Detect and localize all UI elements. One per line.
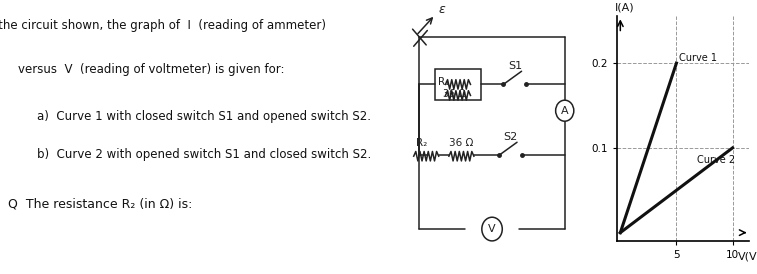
Text: 36 Ω: 36 Ω <box>444 89 466 99</box>
Text: versus  V  (reading of voltmeter) is given for:: versus V (reading of voltmeter) is given… <box>18 63 285 76</box>
Circle shape <box>556 100 574 121</box>
Text: I(A): I(A) <box>615 2 634 12</box>
Text: V(V): V(V) <box>738 251 757 261</box>
Circle shape <box>482 217 503 241</box>
Text: R₁: R₁ <box>438 77 450 87</box>
Text: V: V <box>488 224 496 234</box>
Text: Curve 2: Curve 2 <box>696 155 735 165</box>
Text: b)  Curve 2 with opened switch S1 and closed switch S2.: b) Curve 2 with opened switch S1 and clo… <box>37 148 371 161</box>
Text: Q  The resistance R₂ (in Ω) is:: Q The resistance R₂ (in Ω) is: <box>8 197 192 210</box>
Text: S1: S1 <box>508 61 522 71</box>
Text: 36 Ω: 36 Ω <box>449 138 473 148</box>
Text: A: A <box>561 106 569 116</box>
Text: R₂: R₂ <box>416 138 427 148</box>
Bar <box>435 68 481 100</box>
Text: a)  Curve 1 with closed switch S1 and opened switch S2.: a) Curve 1 with closed switch S1 and ope… <box>37 110 371 122</box>
Text: S2: S2 <box>503 132 518 142</box>
Text: ε: ε <box>439 3 445 16</box>
Text: Curve 1: Curve 1 <box>679 53 717 63</box>
Text: For the circuit shown, the graph of  I  (reading of ammeter): For the circuit shown, the graph of I (r… <box>0 19 326 32</box>
